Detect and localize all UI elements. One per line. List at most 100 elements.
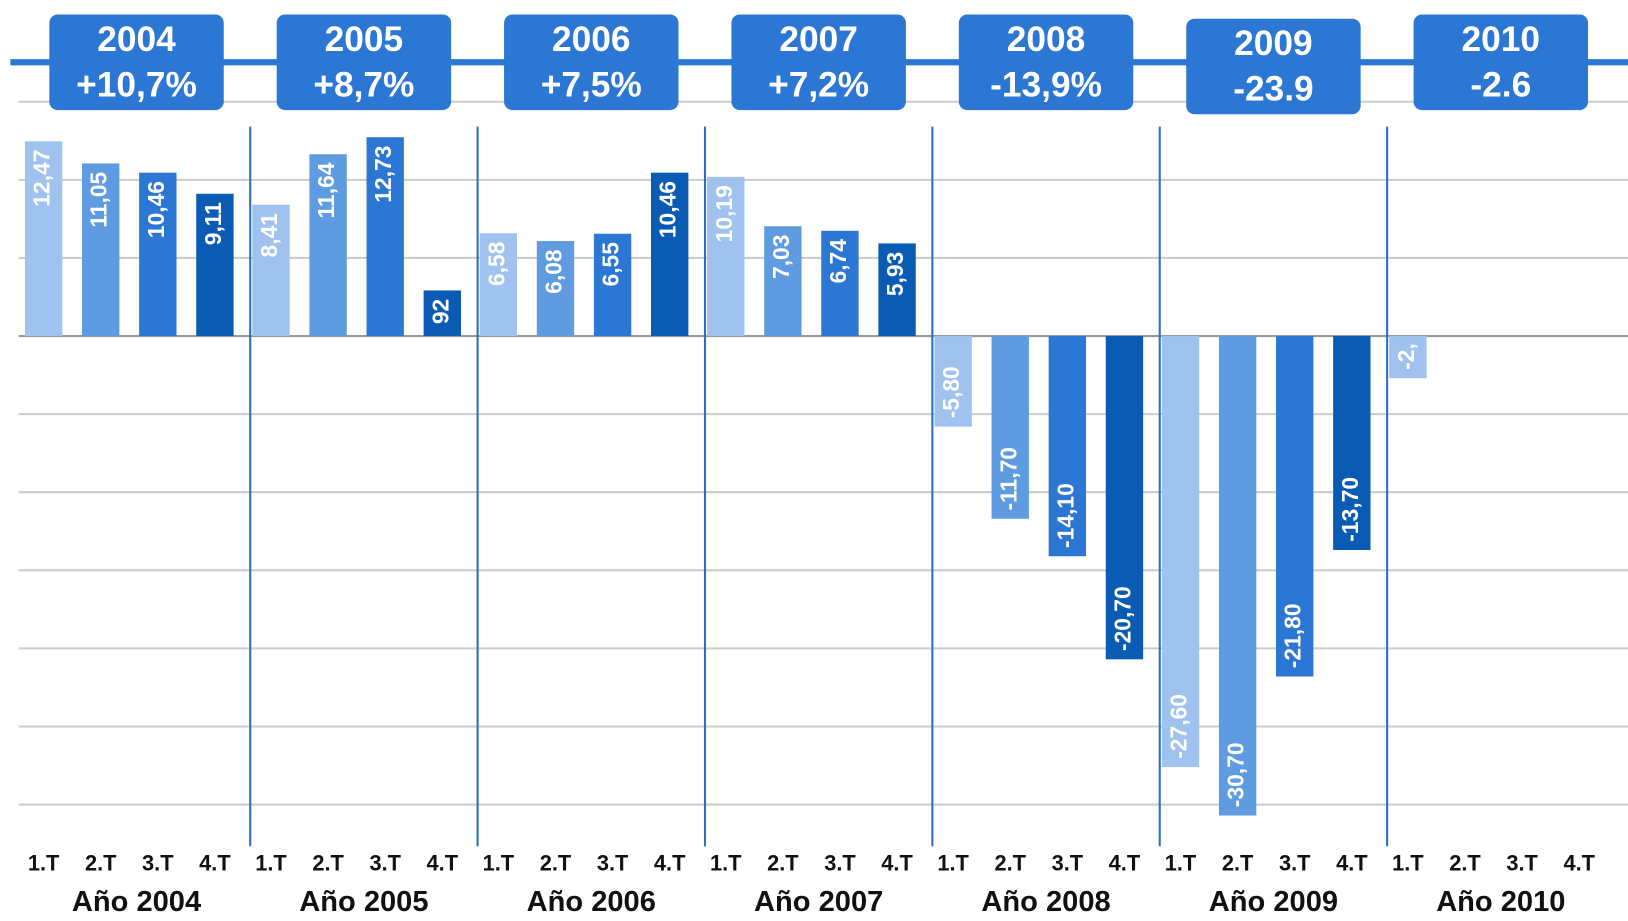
value-label: 8,41 xyxy=(256,213,282,258)
header-box xyxy=(49,14,224,111)
header-year: 2004 xyxy=(97,20,176,59)
x-tick-label: 3.T xyxy=(597,851,629,876)
header-growth: +7,5% xyxy=(541,66,642,105)
group-label: Año 2009 xyxy=(1209,886,1338,918)
x-tick-label: 4.T xyxy=(881,851,913,876)
x-tick-label: 3.T xyxy=(1279,851,1311,876)
bar xyxy=(252,204,290,337)
group-label: Año 2008 xyxy=(981,886,1110,918)
x-tick-label: 3.T xyxy=(142,851,174,876)
value-label: -2, xyxy=(1393,343,1419,370)
x-tick-label: 1.T xyxy=(1165,851,1197,876)
header-growth: -13,9% xyxy=(990,66,1102,105)
bar xyxy=(1389,336,1427,379)
header-box xyxy=(1186,18,1361,115)
x-tick-label: 4.T xyxy=(199,851,231,876)
header-year: 2005 xyxy=(325,20,404,59)
x-tick-label: 3.T xyxy=(824,851,856,876)
x-tick-label: 2.T xyxy=(1222,851,1254,876)
group-label: Año 2004 xyxy=(72,886,201,918)
bar xyxy=(878,243,916,337)
bar xyxy=(366,137,404,337)
x-tick-label: 4.T xyxy=(1563,851,1595,876)
value-label: -13,70 xyxy=(1337,477,1363,542)
group-label: Año 2006 xyxy=(527,886,656,918)
bar xyxy=(1333,336,1371,551)
value-label: 92 xyxy=(427,299,453,324)
header-year: 2008 xyxy=(1007,20,1086,59)
x-tick-label: 2.T xyxy=(85,851,117,876)
x-tick-label: 1.T xyxy=(937,851,969,876)
value-label: 10,46 xyxy=(655,181,681,238)
bar xyxy=(1276,336,1314,677)
bar xyxy=(593,233,632,337)
value-label: 6,08 xyxy=(541,249,567,293)
x-tick-label: 1.T xyxy=(255,851,287,876)
bar xyxy=(764,226,802,337)
value-label: 9,11 xyxy=(200,202,226,245)
value-label: -14,10 xyxy=(1052,483,1078,548)
value-label: 6,74 xyxy=(825,239,851,284)
bar xyxy=(479,233,518,337)
header-growth: +10,7% xyxy=(76,66,197,105)
value-label: 10,46 xyxy=(143,181,169,238)
header-box xyxy=(731,14,906,111)
value-label: 6,55 xyxy=(598,242,624,287)
bar xyxy=(536,241,575,337)
header-box xyxy=(276,14,452,111)
header-box xyxy=(504,14,679,111)
value-label: 11,64 xyxy=(313,162,339,218)
x-tick-label: 2.T xyxy=(994,851,1026,876)
value-label: -21,80 xyxy=(1280,603,1306,668)
value-label: 6,58 xyxy=(483,242,509,286)
header-growth: -2.6 xyxy=(1470,66,1531,105)
header-year: 2009 xyxy=(1234,24,1313,63)
header-growth: +8,7% xyxy=(313,66,414,105)
header-growth: -23.9 xyxy=(1233,70,1313,109)
header-growth: +7,2% xyxy=(768,66,869,105)
value-label: 12,73 xyxy=(370,146,396,203)
value-label: 10,19 xyxy=(711,185,737,242)
x-tick-label: 3.T xyxy=(1052,851,1084,876)
bar xyxy=(650,172,689,337)
x-tick-label: 1.T xyxy=(483,851,515,876)
value-label: 7,03 xyxy=(768,235,794,279)
bar xyxy=(139,172,177,337)
value-label: -30,70 xyxy=(1223,742,1249,807)
bar xyxy=(1161,336,1200,768)
x-tick-label: 4.T xyxy=(1336,851,1368,876)
bar xyxy=(82,163,120,337)
x-tick-label: 2.T xyxy=(767,851,799,876)
value-label: 5,93 xyxy=(882,252,908,296)
bar xyxy=(1048,336,1087,557)
x-tick-label: 3.T xyxy=(369,851,401,876)
value-label: -27,60 xyxy=(1166,694,1192,759)
header-year: 2007 xyxy=(779,20,858,59)
x-tick-label: 1.T xyxy=(710,851,742,876)
x-tick-label: 1.T xyxy=(28,851,60,876)
header-box xyxy=(1413,14,1589,111)
value-label: -5,80 xyxy=(938,366,964,418)
bar xyxy=(1105,336,1144,660)
value-label: 11,05 xyxy=(86,171,112,227)
bar xyxy=(934,336,972,427)
bar xyxy=(309,154,347,337)
value-label: -20,70 xyxy=(1109,586,1135,651)
group-label: Año 2005 xyxy=(299,886,428,918)
header-year: 2006 xyxy=(552,20,631,59)
bar xyxy=(196,193,234,337)
bar xyxy=(24,141,63,337)
x-tick-label: 1.T xyxy=(1392,851,1424,876)
value-label: -11,70 xyxy=(995,447,1021,510)
x-tick-label: 2.T xyxy=(540,851,572,876)
x-tick-label: 2.T xyxy=(312,851,344,876)
x-tick-label: 4.T xyxy=(1109,851,1141,876)
header-year: 2010 xyxy=(1462,20,1541,59)
bar xyxy=(707,176,745,337)
bar xyxy=(1218,336,1257,816)
value-label: 12,47 xyxy=(29,150,55,207)
x-tick-label: 4.T xyxy=(427,851,459,876)
x-tick-label: 3.T xyxy=(1506,851,1538,876)
x-tick-label: 2.T xyxy=(1449,851,1481,876)
